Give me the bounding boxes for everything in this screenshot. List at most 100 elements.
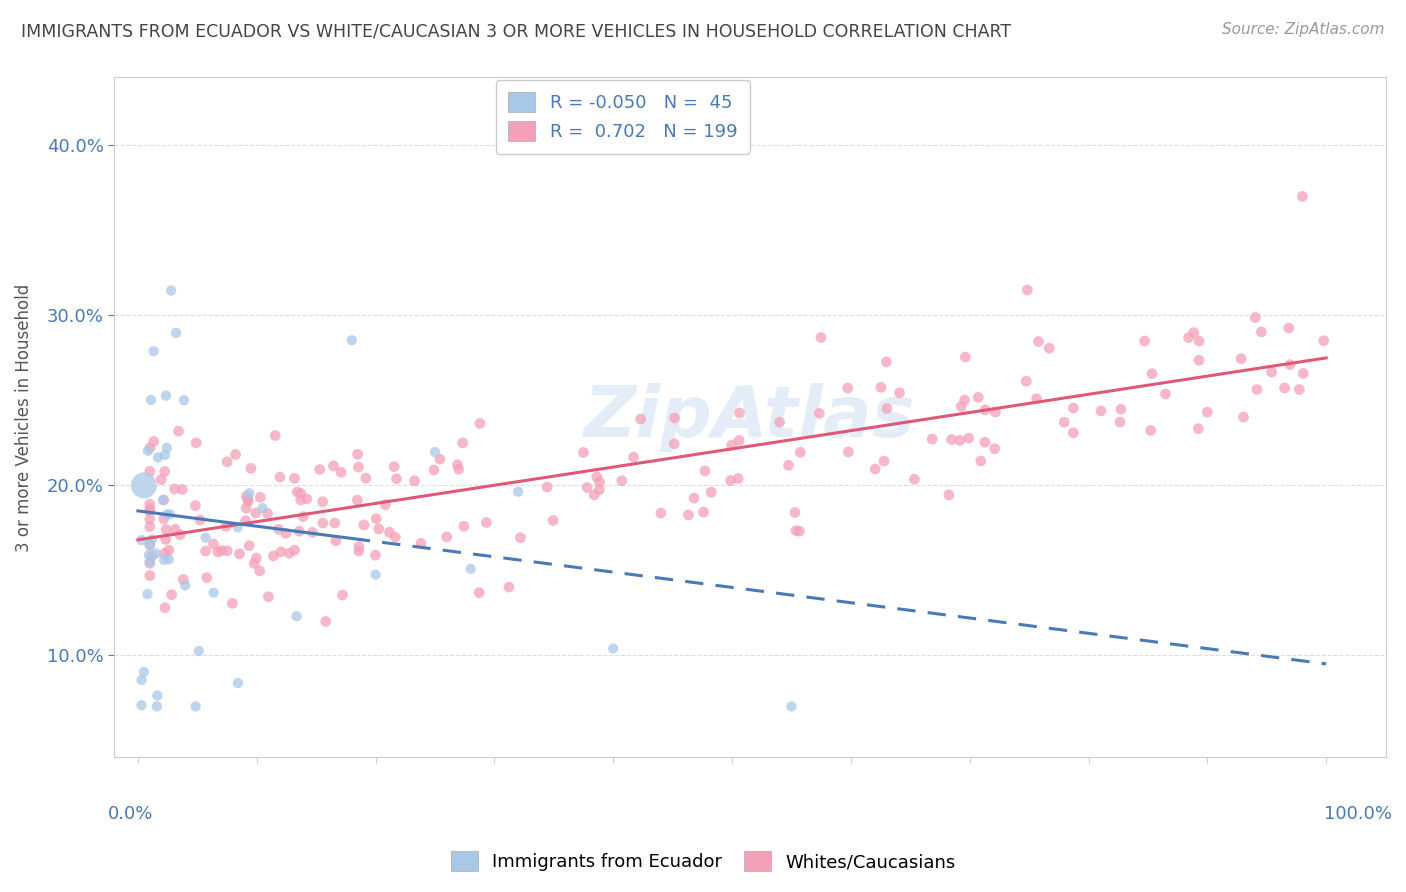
- Point: [468, 417, 491, 431]
- Point: [278, 546, 301, 560]
- Point: [468, 585, 491, 599]
- Point: [700, 485, 723, 500]
- Point: [683, 491, 706, 505]
- Point: [938, 488, 960, 502]
- Point: [1177, 331, 1199, 345]
- Point: [974, 403, 997, 417]
- Point: [153, 465, 176, 479]
- Point: [136, 587, 159, 601]
- Point: [453, 519, 475, 533]
- Point: [1182, 326, 1205, 340]
- Point: [498, 580, 520, 594]
- Point: [837, 445, 859, 459]
- Point: [172, 483, 194, 497]
- Point: [1291, 189, 1313, 203]
- Point: [264, 428, 287, 442]
- Point: [664, 437, 686, 451]
- Point: [953, 392, 976, 407]
- Text: 100.0%: 100.0%: [1324, 805, 1392, 823]
- Text: Source: ZipAtlas.com: Source: ZipAtlas.com: [1222, 22, 1385, 37]
- Point: [323, 516, 346, 530]
- Point: [136, 443, 159, 458]
- Point: [146, 689, 169, 703]
- Point: [157, 543, 180, 558]
- Y-axis label: 3 or more Vehicles in Household: 3 or more Vehicles in Household: [15, 284, 32, 551]
- Point: [941, 433, 963, 447]
- Point: [238, 539, 260, 553]
- Point: [139, 568, 162, 582]
- Point: [630, 412, 652, 426]
- Point: [284, 543, 307, 558]
- Point: [602, 641, 624, 656]
- Point: [155, 533, 177, 547]
- Point: [585, 470, 607, 484]
- Point: [202, 586, 225, 600]
- Point: [243, 557, 266, 571]
- Point: [664, 411, 686, 425]
- Point: [347, 540, 370, 554]
- Point: [378, 525, 401, 540]
- Point: [508, 484, 530, 499]
- Point: [536, 480, 558, 494]
- Point: [720, 474, 742, 488]
- Point: [226, 676, 249, 690]
- Point: [257, 590, 280, 604]
- Point: [810, 330, 832, 344]
- Point: [1250, 325, 1272, 339]
- Point: [967, 390, 990, 404]
- Point: [269, 470, 291, 484]
- Point: [235, 514, 257, 528]
- Point: [921, 432, 943, 446]
- Point: [315, 615, 337, 629]
- Point: [382, 459, 405, 474]
- Point: [780, 699, 803, 714]
- Point: [194, 544, 217, 558]
- Point: [224, 448, 246, 462]
- Point: [1090, 404, 1112, 418]
- Point: [876, 401, 898, 416]
- Point: [156, 508, 179, 522]
- Point: [311, 494, 333, 508]
- Point: [132, 665, 155, 679]
- Point: [347, 460, 370, 475]
- Point: [346, 493, 368, 508]
- Point: [301, 525, 323, 540]
- Point: [139, 464, 162, 478]
- Point: [202, 537, 225, 551]
- Point: [509, 531, 531, 545]
- Point: [728, 406, 751, 420]
- Point: [374, 498, 396, 512]
- Point: [139, 538, 162, 552]
- Point: [172, 573, 194, 587]
- Point: [870, 380, 893, 394]
- Point: [1279, 358, 1302, 372]
- Point: [583, 488, 606, 502]
- Point: [347, 544, 370, 558]
- Point: [576, 481, 599, 495]
- Legend: Immigrants from Ecuador, Whites/Caucasians: Immigrants from Ecuador, Whites/Caucasia…: [443, 844, 963, 879]
- Point: [1246, 383, 1268, 397]
- Point: [1109, 415, 1132, 429]
- Text: ZipAtlas: ZipAtlas: [583, 383, 915, 452]
- Point: [169, 527, 191, 541]
- Point: [1038, 341, 1060, 355]
- Point: [451, 435, 474, 450]
- Text: IMMIGRANTS FROM ECUADOR VS WHITE/CAUCASIAN 3 OR MORE VEHICLES IN HOUSEHOLD CORRE: IMMIGRANTS FROM ECUADOR VS WHITE/CAUCASI…: [21, 22, 1011, 40]
- Point: [346, 447, 368, 461]
- Point: [460, 562, 482, 576]
- Point: [263, 549, 285, 563]
- Point: [974, 435, 997, 450]
- Text: 0.0%: 0.0%: [108, 805, 153, 823]
- Point: [1053, 415, 1076, 429]
- Point: [650, 506, 672, 520]
- Point: [312, 516, 335, 530]
- Point: [211, 543, 233, 558]
- Point: [249, 564, 271, 578]
- Point: [955, 350, 977, 364]
- Point: [132, 478, 155, 492]
- Point: [1188, 353, 1211, 368]
- Point: [957, 431, 980, 445]
- Point: [783, 506, 806, 520]
- Point: [970, 454, 993, 468]
- Point: [146, 699, 169, 714]
